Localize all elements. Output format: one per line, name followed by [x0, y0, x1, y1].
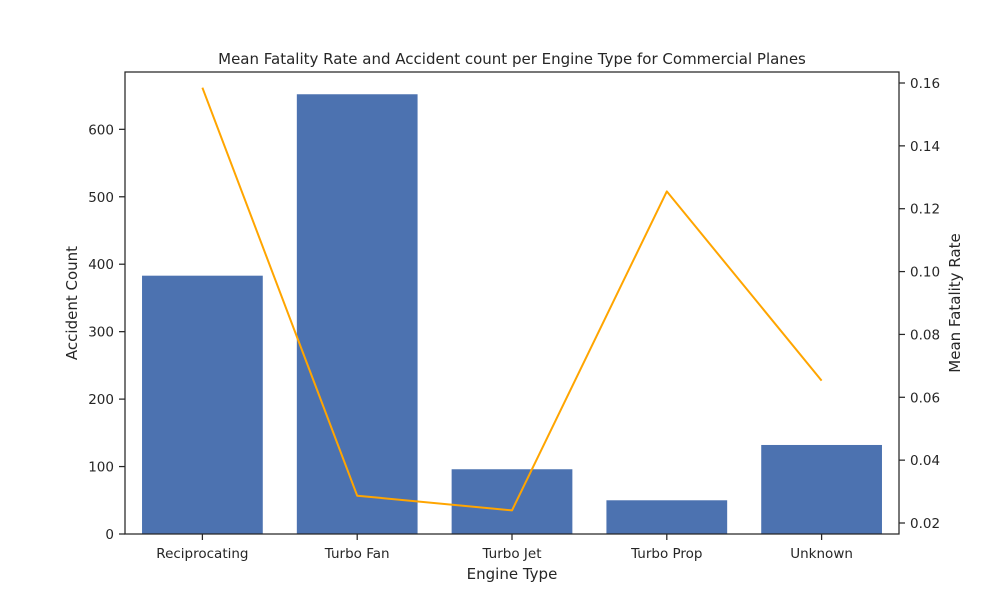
- bar: [761, 445, 882, 534]
- line-group: [202, 88, 821, 511]
- bar: [142, 276, 263, 534]
- x-tick-label: Unknown: [790, 546, 853, 562]
- x-tick-label: Turbo Jet: [481, 546, 541, 562]
- x-axis-label: Engine Type: [467, 565, 558, 583]
- bar: [452, 469, 573, 534]
- left-tick-label: 500: [88, 190, 114, 206]
- right-tick-label: 0.08: [910, 327, 940, 343]
- bar: [606, 500, 727, 534]
- right-tick-label: 0.04: [910, 453, 940, 469]
- right-tick-label: 0.06: [910, 390, 940, 406]
- right-tick-label: 0.10: [910, 265, 940, 281]
- x-tick-label: Turbo Fan: [324, 546, 390, 562]
- right-axis-ticks: 0.02 0.04 0.06 0.08 0.10 0.12 0.14 0.16: [899, 76, 940, 532]
- y-axis-label: Accident Count: [63, 246, 81, 360]
- x-tick-label: Turbo Prop: [630, 546, 702, 562]
- left-tick-label: 300: [88, 325, 114, 341]
- left-tick-label: 200: [88, 392, 114, 408]
- fatality-rate-line: [202, 88, 821, 511]
- left-tick-label: 600: [88, 122, 114, 138]
- left-tick-label: 100: [88, 460, 114, 476]
- right-tick-label: 0.16: [910, 76, 940, 92]
- left-tick-label: 0: [105, 527, 114, 543]
- left-tick-label: 400: [88, 257, 114, 273]
- chart-title: Mean Fatality Rate and Accident count pe…: [218, 50, 806, 68]
- y2-axis-label: Mean Fatality Rate: [946, 233, 964, 372]
- right-tick-label: 0.14: [910, 139, 940, 155]
- x-tick-label: Reciprocating: [156, 546, 248, 562]
- bar: [297, 94, 418, 534]
- right-tick-label: 0.02: [910, 516, 940, 532]
- left-axis-ticks: 0 100 200 300 400 500 600: [88, 122, 125, 543]
- bar-group: [142, 94, 882, 534]
- right-tick-label: 0.12: [910, 202, 940, 218]
- x-axis-ticks: Reciprocating Turbo Fan Turbo Jet Turbo Pro…: [156, 534, 853, 562]
